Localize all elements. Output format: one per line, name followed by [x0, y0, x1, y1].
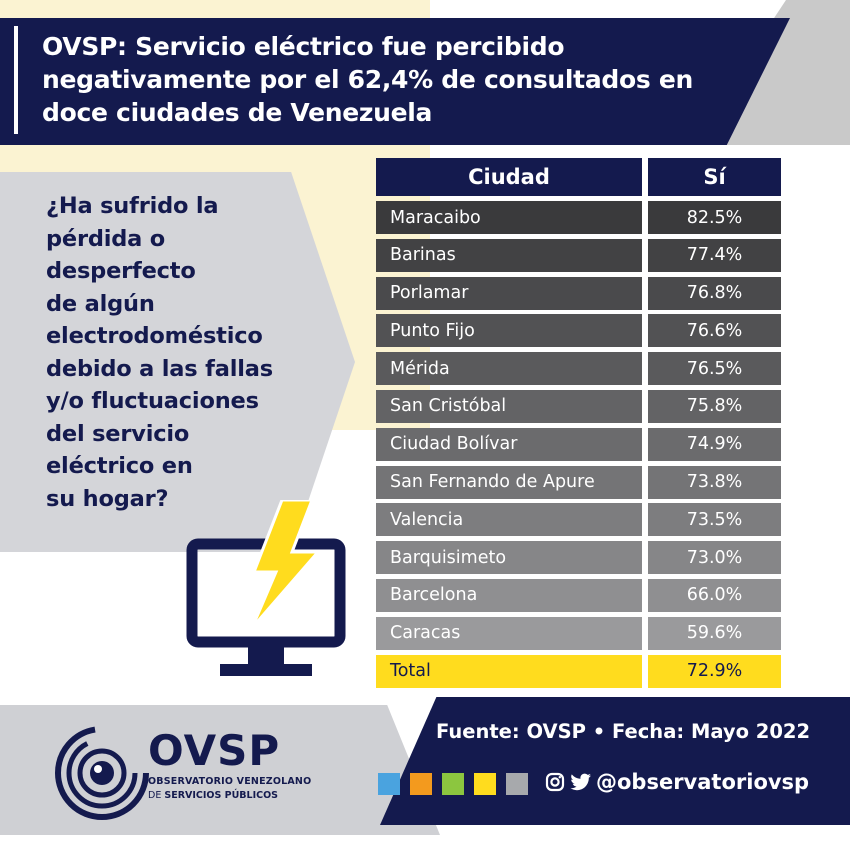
- city-cell: Mérida: [376, 352, 642, 386]
- table-body: Maracaibo 82.5% Barinas 77.4% Porlamar 76.8% P…: [376, 201, 781, 688]
- value-cell: 76.8%: [648, 276, 781, 310]
- table-total-row: Total 72.9%: [376, 654, 781, 688]
- footer-logo-panel: [0, 705, 440, 835]
- question-panel: [0, 172, 355, 552]
- footer-info-panel: [380, 697, 850, 825]
- page-title: OVSP: Servicio eléctrico fue percibido n…: [42, 32, 694, 127]
- eye-logo-icon: [55, 726, 149, 820]
- value-cell: 66.0%: [648, 578, 781, 612]
- table-row: Barquisimeto 73.0%: [376, 541, 781, 575]
- value-cell: 59.6%: [648, 616, 781, 650]
- monitor-lightning-icon: [186, 500, 346, 676]
- city-cell: Punto Fijo: [376, 314, 642, 348]
- value-cell: 73.8%: [648, 465, 781, 499]
- twitter-icon[interactable]: [570, 771, 592, 793]
- value-cell: 72.9%: [648, 654, 781, 688]
- city-cell: Ciudad Bolívar: [376, 427, 642, 461]
- color-swatch: [410, 773, 432, 795]
- column-header-value: Sí: [648, 158, 781, 196]
- instagram-icon[interactable]: [544, 771, 566, 793]
- color-swatch: [378, 773, 400, 795]
- table-row: Porlamar 76.8%: [376, 276, 781, 310]
- table-row: San Fernando de Apure 73.8%: [376, 465, 781, 499]
- table-row: Ciudad Bolívar 74.9%: [376, 427, 781, 461]
- logo-subtitle-line1: OBSERVATORIO VENEZOLANO: [148, 776, 312, 787]
- header-banner: [0, 18, 790, 145]
- social-handle-text: @observatoriovsp: [596, 770, 810, 794]
- table-row: Maracaibo 82.5%: [376, 201, 781, 234]
- social-handle[interactable]: @observatoriovsp: [544, 770, 809, 794]
- table-header: Ciudad Sí: [376, 158, 781, 196]
- color-swatch: [474, 773, 496, 795]
- color-swatches: [378, 773, 528, 795]
- city-cell: San Cristóbal: [376, 389, 642, 423]
- results-table: Ciudad Sí Maracaibo 82.5% Barinas 77.4% Porl…: [376, 158, 781, 692]
- city-cell: Valencia: [376, 503, 642, 537]
- table-row: Barcelona 66.0%: [376, 578, 781, 612]
- city-cell: Porlamar: [376, 276, 642, 310]
- city-cell: San Fernando de Apure: [376, 465, 642, 499]
- value-cell: 73.0%: [648, 541, 781, 575]
- table-row: Barinas 77.4%: [376, 238, 781, 272]
- city-cell: Total: [376, 654, 642, 688]
- value-cell: 82.5%: [648, 201, 781, 234]
- value-cell: 74.9%: [648, 427, 781, 461]
- value-cell: 76.5%: [648, 352, 781, 386]
- value-cell: 75.8%: [648, 389, 781, 423]
- city-cell: Barinas: [376, 238, 642, 272]
- value-cell: 77.4%: [648, 238, 781, 272]
- table-row: San Cristóbal 75.8%: [376, 389, 781, 423]
- city-cell: Barcelona: [376, 578, 642, 612]
- logo-subtitle-line2: DE SERVICIOS PÚBLICOS: [148, 790, 279, 801]
- question-text: ¿Ha sufrido la pérdida o desperfecto de …: [46, 193, 273, 512]
- city-cell: Maracaibo: [376, 201, 642, 234]
- color-swatch: [442, 773, 464, 795]
- column-header-city: Ciudad: [376, 158, 642, 196]
- table-row: Caracas 59.6%: [376, 616, 781, 650]
- header-accent-bar: [14, 26, 18, 134]
- table-row: Mérida 76.5%: [376, 352, 781, 386]
- table-row: Punto Fijo 76.6%: [376, 314, 781, 348]
- logo-name: OVSP: [148, 726, 281, 775]
- table-row: Valencia 73.5%: [376, 503, 781, 537]
- value-cell: 73.5%: [648, 503, 781, 537]
- city-cell: Caracas: [376, 616, 642, 650]
- color-swatch: [506, 773, 528, 795]
- city-cell: Barquisimeto: [376, 541, 642, 575]
- ovsp-logo: OVSP OBSERVATORIO VENEZOLANO DE SERVICIO…: [52, 718, 352, 828]
- value-cell: 76.6%: [648, 314, 781, 348]
- source-date-text: Fuente: OVSP • Fecha: Mayo 2022: [436, 720, 811, 743]
